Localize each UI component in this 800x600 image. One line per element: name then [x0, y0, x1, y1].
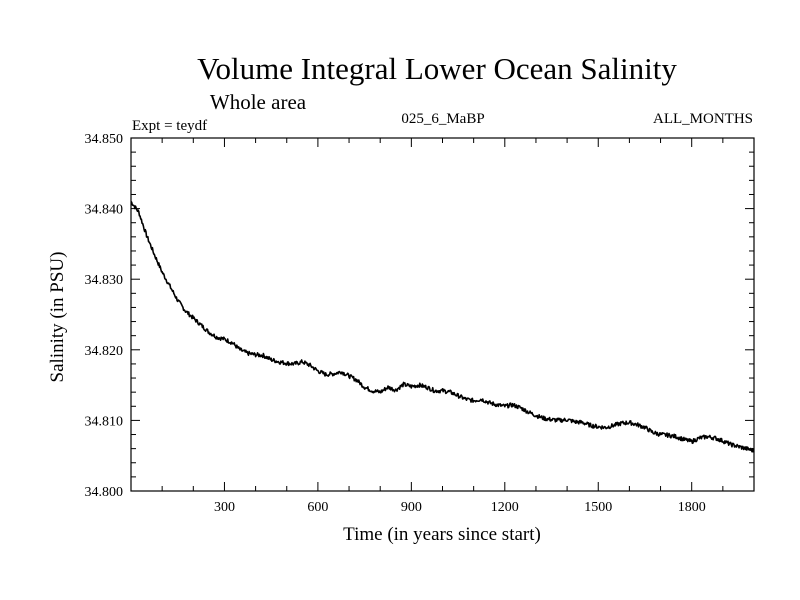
months-label: ALL_MONTHS [653, 111, 753, 127]
series-layer [130, 200, 755, 453]
y-tick-label: 34.840 [85, 203, 124, 218]
x-tick-label: 1500 [584, 500, 612, 515]
x-tick-label: 1200 [491, 500, 519, 515]
y-tick-label: 34.800 [85, 485, 124, 500]
x-axis-label: Time (in years since start) [343, 524, 541, 545]
expt-label: Expt = teydf [132, 118, 207, 134]
series-line-salinity [130, 200, 755, 453]
y-tick-label: 34.830 [85, 273, 124, 288]
x-tick-label: 300 [214, 500, 235, 515]
y-tick-label: 34.820 [85, 344, 124, 359]
axes [130, 137, 755, 492]
y-axis-label: Salinity (in PSU) [47, 252, 68, 383]
x-tick-label: 1800 [678, 500, 706, 515]
y-tick-label: 34.850 [85, 132, 124, 147]
plot-frame [130, 137, 755, 492]
axis-ticks: 300 600 900 1200 1500 1800 34.800 34.810 34.820 3… [85, 132, 754, 515]
chart-title: Volume Integral Lower Ocean Salinity [197, 51, 677, 86]
run-label: 025_6_MaBP [401, 111, 484, 127]
x-tick-label: 900 [401, 500, 422, 515]
x-tick-label: 600 [307, 500, 328, 515]
chart-subtitle: Whole area [210, 90, 307, 114]
y-tick-label: 34.810 [85, 414, 124, 429]
